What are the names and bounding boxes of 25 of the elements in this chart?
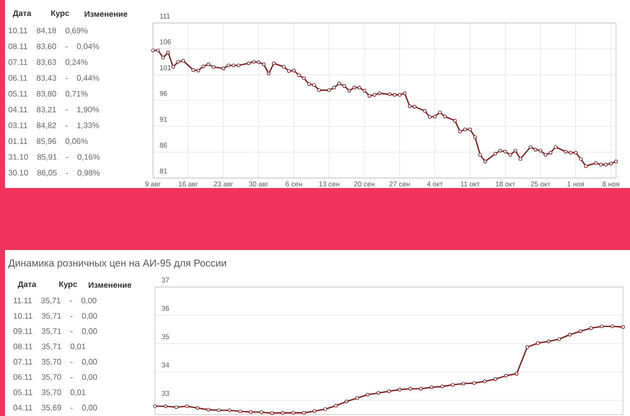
text: 11.11 35,71 - 0,00 <box>14 298 96 304</box>
text: 08.11 83,60 - 0,04% <box>8 43 100 50</box>
text: 07.11 83,63 0,24% <box>8 59 88 66</box>
text: Курс <box>59 281 78 289</box>
text: 09.11 35,71 - 0,00 <box>14 328 97 335</box>
text: 30.10 86,05 - 0,98% <box>8 170 100 176</box>
text: Изменение <box>84 11 128 17</box>
text: Изменение <box>88 282 132 288</box>
text: 10.11 35,71 - 0,00 <box>14 313 97 320</box>
text: Дата <box>18 281 36 289</box>
text: 07.11 35,70 - 0,00 <box>14 358 97 366</box>
chart-title: Динамика розничных цен на АИ-95 для России <box>8 259 226 269</box>
text: 31.10 85,91 - 0,16% <box>8 154 100 161</box>
text: 08.11 35,71 0,01 <box>14 344 86 350</box>
text: 03.11 84,82 - 1,33% <box>8 122 100 130</box>
text: 06.11 35,70 - 0,00 <box>14 374 97 381</box>
text: Курс <box>51 10 70 18</box>
text: 10.11 84,18 0,69% <box>8 28 88 34</box>
text: 04.11 83,21 - 1,90% <box>8 106 100 114</box>
text: 05.11 35,70 0,01 <box>14 390 86 396</box>
text: 05.11 83,80 0,71% <box>8 90 88 98</box>
text: 04.11 35,69 - 0,00 <box>14 404 97 412</box>
text: Дата <box>12 10 32 18</box>
text: 01.11 85,96 0,06% <box>8 138 88 145</box>
text: 06.11 83,43 - 0,44% <box>8 75 100 82</box>
